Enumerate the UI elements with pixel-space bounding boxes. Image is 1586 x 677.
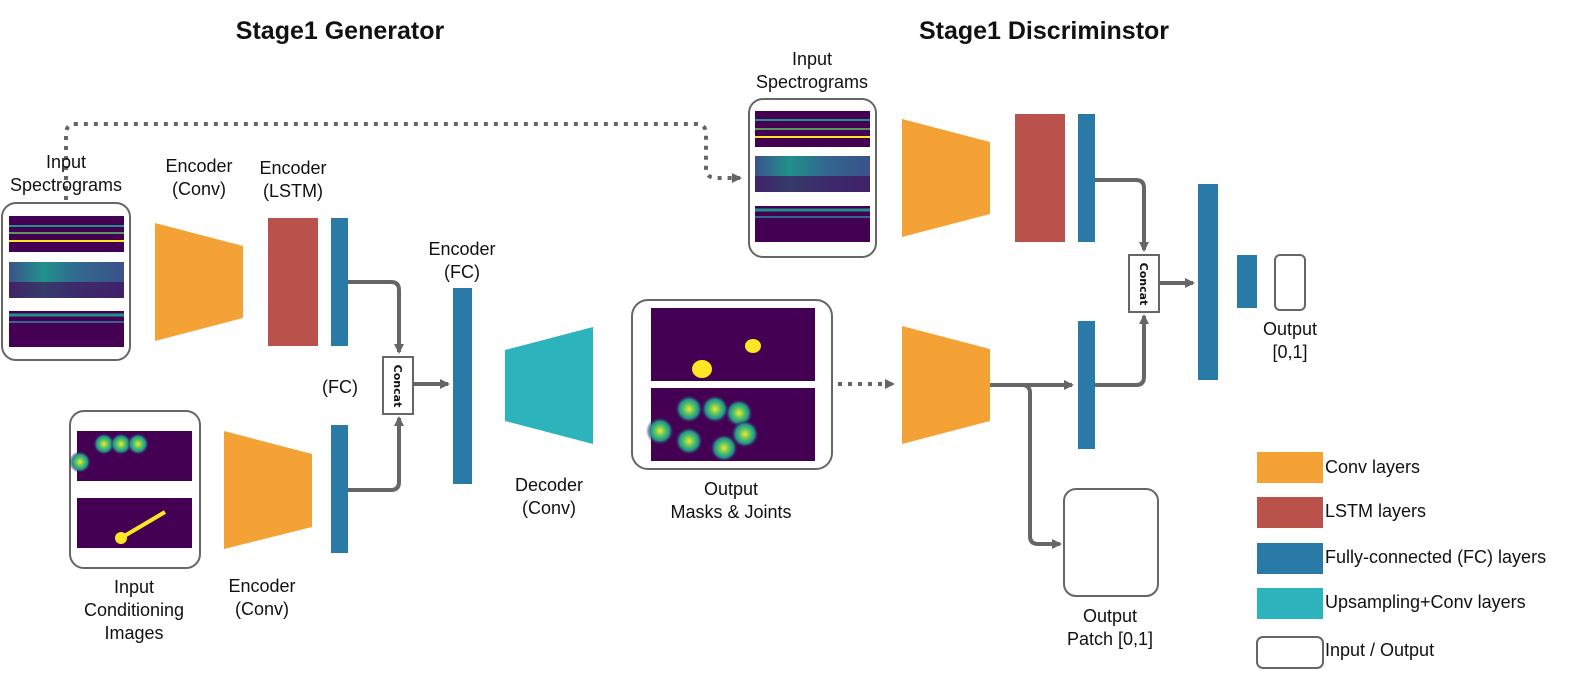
gen-conv-encoder-shape (155, 223, 243, 341)
legend-swatch-0 (1257, 452, 1323, 483)
disc-fc-small-bar (1237, 255, 1257, 308)
disc-input-spectrograms-label: Input Spectrograms (755, 49, 869, 92)
legend-swatch-1 (1257, 497, 1323, 528)
gen-decoder-label: Decoder (Conv) (514, 475, 584, 518)
gen-cond-conv-encoder-shape (224, 431, 312, 549)
disc-input-spectrograms-box (748, 98, 877, 258)
legend-label-fc: Fully-connected (FC) layers (1325, 547, 1547, 567)
legend-label-lstm: LSTM layers (1325, 501, 1427, 521)
legend-label-conv: Conv layers (1325, 457, 1421, 477)
legend-swatch-3 (1257, 588, 1323, 619)
disc-output-box (1274, 254, 1306, 311)
legend-swatch-2 (1257, 543, 1323, 574)
gen-fc-small-label: (FC) (322, 377, 358, 397)
generator-title: Stage1 Generator (235, 17, 445, 45)
gen-fc-encoder-label: Encoder (FC) (428, 239, 496, 282)
gen-concat-label: Concat (391, 365, 404, 408)
legend-swatches (1256, 452, 1324, 669)
disc-output-label: Output [0,1] (1262, 319, 1318, 362)
gen-conv-encoder-label: Encoder (Conv) (165, 156, 233, 199)
legend-label-upsample: Upsampling+Conv layers (1325, 592, 1526, 612)
legend-swatch-4 (1256, 636, 1324, 669)
gen-fc-cond-bar (331, 425, 348, 553)
disc-spec-conv-shape (902, 119, 990, 237)
gen-fc-encoder-bar (453, 288, 472, 484)
gen-conditioning-images-box (69, 410, 201, 569)
gen-lstm-block (268, 218, 318, 346)
gen-input-spectrograms-label: Input Spectrograms (9, 152, 123, 195)
gen-output-label: Output Masks & Joints (670, 479, 792, 522)
discriminator-title: Stage1 Discriminstor (918, 17, 1170, 45)
disc-patch-output-box (1063, 488, 1159, 597)
disc-fc-spec-bar (1078, 114, 1095, 242)
disc-lstm-block (1015, 114, 1065, 242)
gen-decoder-shape (505, 327, 593, 444)
legend-label-io: Input / Output (1325, 640, 1435, 660)
disc-image-conv-shape (902, 326, 990, 444)
disc-concat-box (1128, 254, 1160, 313)
disc-fc-image-bar (1078, 321, 1095, 449)
disc-patch-output-label: Output Patch [0,1] (1066, 606, 1154, 649)
gen-fc-spec-bar (331, 218, 348, 346)
disc-concat-label: Concat (1137, 263, 1150, 306)
gen-conditioning-label: Input Conditioning Images (83, 577, 185, 643)
gen-lstm-encoder-label: Encoder (LSTM) (259, 158, 327, 201)
gen-cond-encoder-label: Encoder (Conv) (228, 576, 296, 619)
gen-output-box (631, 299, 833, 470)
disc-fc-large-bar (1198, 184, 1218, 380)
gen-input-spectrograms-box (1, 202, 131, 361)
